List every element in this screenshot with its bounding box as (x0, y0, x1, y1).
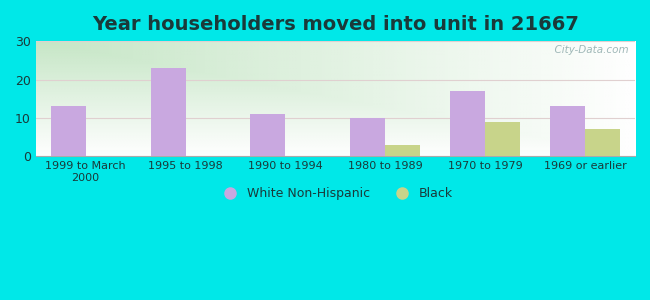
Bar (250, 114, 285, 156)
Bar (51, 106, 86, 156)
Text: City-Data.com: City-Data.com (549, 45, 629, 55)
Bar (485, 122, 520, 156)
Bar (585, 130, 620, 156)
Bar (550, 106, 585, 156)
Bar (450, 91, 485, 156)
Bar (350, 118, 385, 156)
Bar (385, 145, 421, 156)
Legend: White Non-Hispanic, Black: White Non-Hispanic, Black (213, 182, 458, 206)
Bar (151, 68, 185, 156)
Title: Year householders moved into unit in 21667: Year householders moved into unit in 216… (92, 15, 578, 34)
